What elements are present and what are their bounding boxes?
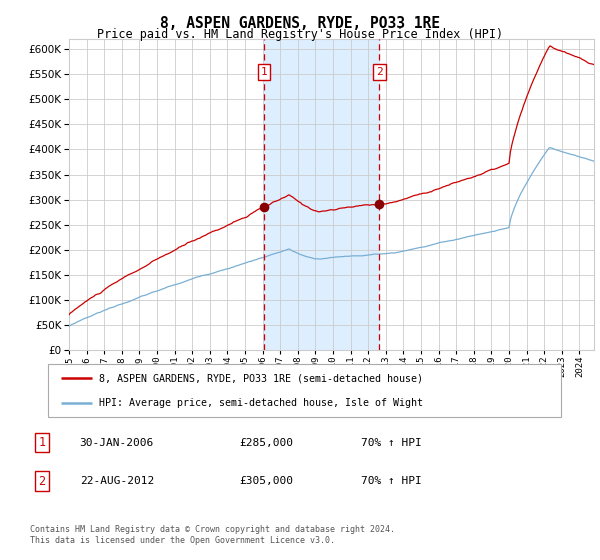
Text: 2: 2 (376, 67, 383, 77)
Text: 70% ↑ HPI: 70% ↑ HPI (361, 437, 422, 447)
Text: 8, ASPEN GARDENS, RYDE, PO33 1RE: 8, ASPEN GARDENS, RYDE, PO33 1RE (160, 16, 440, 31)
Text: 8, ASPEN GARDENS, RYDE, PO33 1RE (semi-detached house): 8, ASPEN GARDENS, RYDE, PO33 1RE (semi-d… (100, 374, 424, 384)
Text: £285,000: £285,000 (240, 437, 294, 447)
Text: Contains HM Land Registry data © Crown copyright and database right 2024.
This d: Contains HM Land Registry data © Crown c… (30, 525, 395, 545)
Text: HPI: Average price, semi-detached house, Isle of Wight: HPI: Average price, semi-detached house,… (100, 398, 424, 408)
Text: 30-JAN-2006: 30-JAN-2006 (80, 437, 154, 447)
FancyBboxPatch shape (48, 364, 561, 417)
Text: Price paid vs. HM Land Registry's House Price Index (HPI): Price paid vs. HM Land Registry's House … (97, 28, 503, 41)
Text: 22-AUG-2012: 22-AUG-2012 (80, 476, 154, 486)
Text: 70% ↑ HPI: 70% ↑ HPI (361, 476, 422, 486)
Text: 2: 2 (38, 474, 46, 488)
Bar (264, 39, 379, 350)
Text: £305,000: £305,000 (240, 476, 294, 486)
Text: 1: 1 (38, 436, 46, 449)
Text: 1: 1 (260, 67, 268, 77)
